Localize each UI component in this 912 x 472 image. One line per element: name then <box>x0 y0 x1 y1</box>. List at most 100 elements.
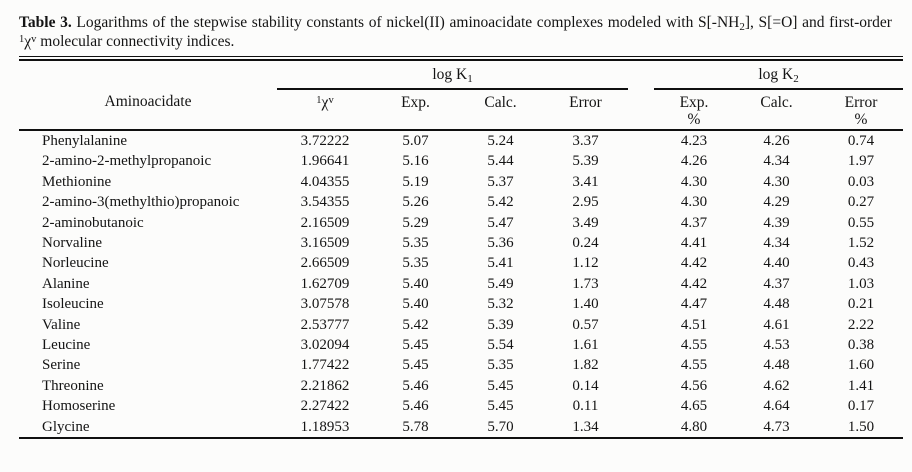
cell-chi-index: 1.62709 <box>300 275 350 292</box>
cell-chi-index: 1.18953 <box>277 416 373 440</box>
cell-k1-exp: 5.46 <box>402 398 429 415</box>
cell-gap <box>628 315 654 335</box>
cell-chi-index: 2.53777 <box>300 316 350 333</box>
cell-k2-exp: 4.26 <box>680 153 708 170</box>
col-header-k2-calc: Calc. <box>734 89 819 131</box>
cell-k2-calc: 4.29 <box>763 194 790 211</box>
cell-k2-error: 0.17 <box>847 398 875 415</box>
table-row: Norvaline 3.16509 5.35 5.36 0.24 4.41 4.… <box>19 233 903 253</box>
cell-k1-error: 3.37 <box>572 133 599 149</box>
cell-gap <box>628 335 654 355</box>
cell-k1-error: 3.49 <box>572 214 599 231</box>
cell-aminoacidate: Phenylalanine <box>42 133 127 149</box>
cell-gap <box>628 416 654 440</box>
cell-chi-index: 2.27422 <box>300 398 350 415</box>
cell-k2-exp: 4.42 <box>680 255 708 272</box>
cell-aminoacidate: Threonine <box>42 377 104 394</box>
cell-k1-error: 0.57 <box>572 316 599 333</box>
cell-k2-error: 0.03 <box>847 173 875 190</box>
cell-chi-index: 1.96641 <box>300 153 350 170</box>
caption-subscript-2: 2 <box>739 21 745 33</box>
cell-k2-exp: 4.80 <box>654 416 734 440</box>
cell-chi-index: 3.72222 <box>300 133 350 149</box>
cell-k2-exp: 4.47 <box>680 296 708 313</box>
cell-k1-calc: 5.39 <box>487 316 514 333</box>
cell-chi-index: 3.02094 <box>300 337 350 354</box>
cell-aminoacidate: 2-aminobutanoic <box>42 214 144 231</box>
cell-gap <box>628 172 654 192</box>
k2-error-label: Error <box>844 94 878 111</box>
table-row: Norleucine 2.66509 5.35 5.41 1.12 4.42 4… <box>19 253 903 273</box>
cell-k2-exp: 4.23 <box>680 133 708 149</box>
cell-k1-error: 0.11 <box>572 398 599 415</box>
cell-k1-calc: 5.49 <box>487 275 514 292</box>
cell-k1-calc: 5.44 <box>487 153 514 170</box>
chi-superscript-v: v <box>328 95 334 106</box>
table-row: 2-aminobutanoic 2.16509 5.29 5.47 3.49 4… <box>19 213 903 233</box>
cell-chi-index: 1.77422 <box>300 357 350 374</box>
cell-k1-calc: 5.45 <box>487 377 514 394</box>
k2-error-percent: % <box>854 111 868 128</box>
col-header-chi-index: 1χv <box>277 89 373 131</box>
table-row: Leucine 3.02094 5.45 5.54 1.61 4.55 4.53… <box>19 335 903 355</box>
cell-gap <box>628 130 654 151</box>
cell-aminoacidate: Alanine <box>42 275 90 292</box>
cell-aminoacidate: Norvaline <box>42 235 102 252</box>
cell-chi-index: 3.07578 <box>300 296 350 313</box>
cell-k1-exp: 5.16 <box>402 153 429 170</box>
cell-k2-calc: 4.64 <box>763 398 790 415</box>
cell-k2-exp: 4.41 <box>680 235 708 252</box>
table-row: Homoserine 2.27422 5.46 5.45 0.11 4.65 4… <box>19 396 903 416</box>
cell-k1-exp: 5.19 <box>402 173 429 190</box>
cell-k2-exp: 4.37 <box>680 214 708 231</box>
logk1-label: log K <box>432 65 468 83</box>
cell-k2-error: 0.27 <box>847 194 875 211</box>
cell-aminoacidate: Methionine <box>42 173 112 190</box>
logk1-subscript: 1 <box>467 72 473 85</box>
cell-k1-exp: 5.78 <box>373 416 458 440</box>
cell-gap <box>628 396 654 416</box>
cell-gap <box>628 355 654 375</box>
cell-chi-index: 2.21862 <box>300 377 350 394</box>
cell-k2-calc: 4.34 <box>763 235 790 252</box>
cell-aminoacidate: Glycine <box>19 416 277 440</box>
cell-k2-calc: 4.34 <box>763 153 790 170</box>
cell-k2-exp: 4.55 <box>680 357 708 374</box>
cell-k2-exp: 4.30 <box>680 173 708 190</box>
cell-k2-error: 0.74 <box>847 133 875 149</box>
cell-k2-error: 1.50 <box>819 416 904 440</box>
cell-k1-calc: 5.54 <box>487 337 514 354</box>
cell-k1-calc: 5.47 <box>487 214 514 231</box>
cell-k2-calc: 4.61 <box>763 316 790 333</box>
cell-k1-exp: 5.40 <box>402 275 429 292</box>
table-row: Serine 1.77422 5.45 5.35 1.82 4.55 4.48 … <box>19 355 903 375</box>
cell-gap <box>628 213 654 233</box>
logk2-label: log K <box>758 65 794 83</box>
cell-k2-error: 1.52 <box>847 235 875 252</box>
table-row: 2-amino-3(methylthio)propanoic 3.54355 5… <box>19 192 903 212</box>
cell-k1-exp: 5.35 <box>402 255 429 272</box>
group-header-row: log K1 log K2 <box>19 61 904 90</box>
col-header-aminoacidate: Aminoacidate <box>19 89 277 131</box>
k2-exp-label: Exp. <box>679 94 709 111</box>
cell-gap <box>628 233 654 253</box>
cell-k2-exp: 4.55 <box>680 337 708 354</box>
table-body: Phenylalanine 3.72222 5.07 5.24 3.37 4.2… <box>19 130 904 440</box>
cell-aminoacidate: 2-amino-2-methylpropanoic <box>42 153 212 170</box>
table-caption: Table 3. Logarithms of the stepwise stab… <box>19 13 892 51</box>
cell-k2-calc: 4.39 <box>763 214 790 231</box>
caption-text-2: ], S[=O] and first-order <box>744 14 892 31</box>
cell-k1-calc: 5.24 <box>487 133 514 149</box>
table-row: Alanine 1.62709 5.40 5.49 1.73 4.42 4.37… <box>19 274 903 294</box>
group-header-spacer-left <box>19 61 277 89</box>
cell-k1-error: 3.41 <box>572 173 599 190</box>
cell-k1-calc: 5.41 <box>487 255 514 272</box>
cell-aminoacidate: 2-amino-3(methylthio)propanoic <box>42 194 240 211</box>
cell-aminoacidate: Homoserine <box>42 398 116 415</box>
table-row: Valine 2.53777 5.42 5.39 0.57 4.51 4.61 … <box>19 315 903 335</box>
caption-label: Table 3. <box>19 14 72 31</box>
cell-k2-calc: 4.62 <box>763 377 790 394</box>
cell-k1-exp: 5.07 <box>402 133 429 149</box>
cell-k1-error: 2.95 <box>572 194 599 211</box>
cell-k2-calc: 4.26 <box>763 133 790 149</box>
